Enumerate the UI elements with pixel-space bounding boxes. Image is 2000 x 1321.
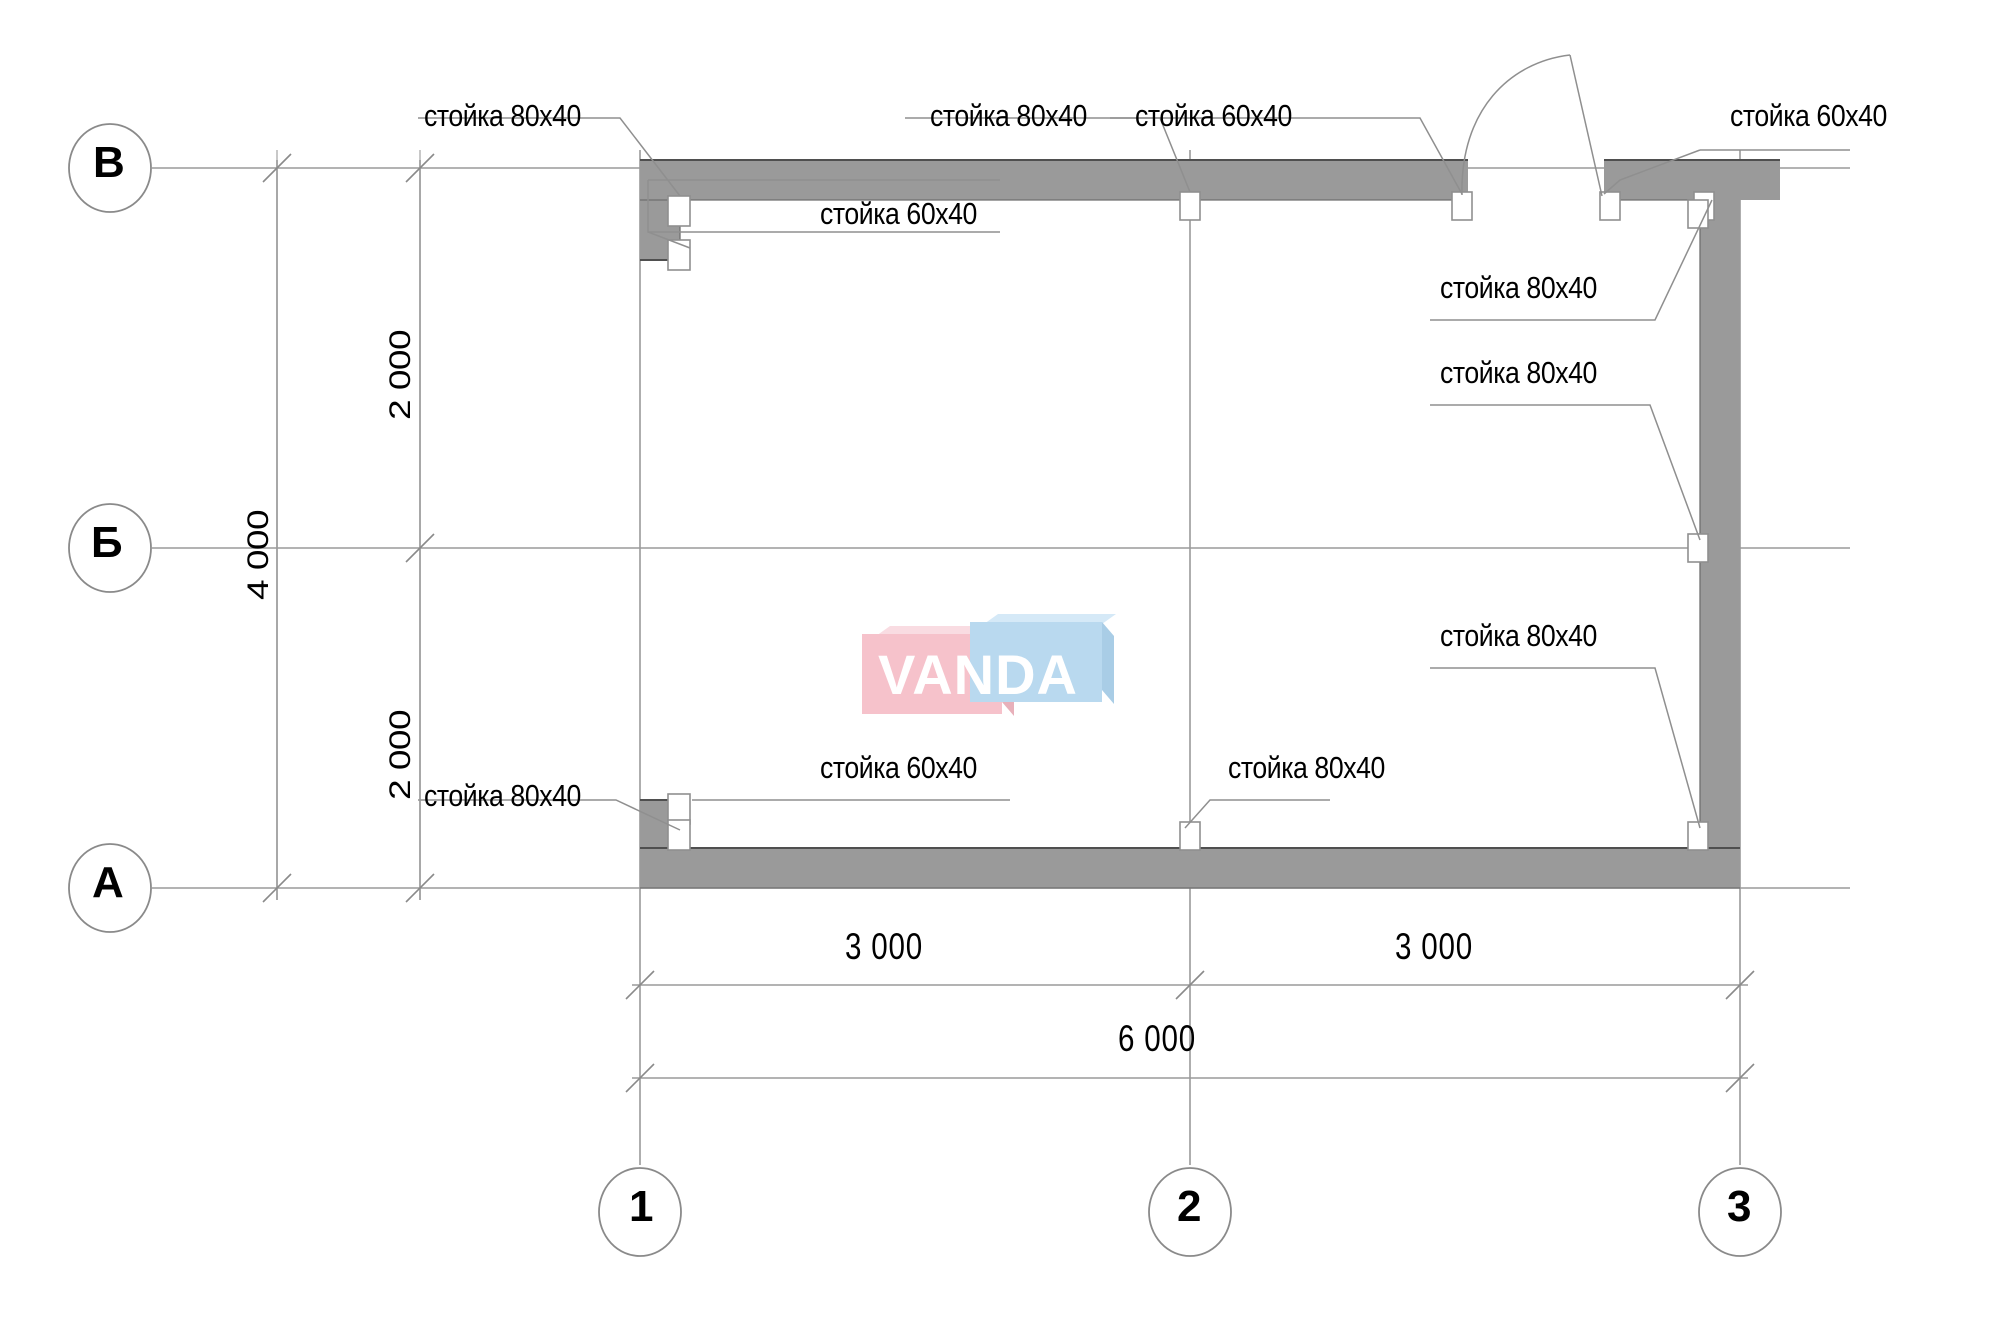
note-post-2: стойка 80x40: [930, 98, 1087, 133]
dimension-horizontal-left: 3 000: [845, 926, 924, 967]
note-post-8: стойка 80x40: [1440, 355, 1597, 390]
watermark-blue-box: [970, 622, 1102, 702]
dimension-vertical-upper: 2 000: [383, 329, 417, 420]
grid-bubble-label-2[interactable]: 2: [1177, 1182, 1201, 1231]
grid-bubble-label-a[interactable]: А: [92, 858, 124, 907]
post-markers: [667, 191, 1715, 851]
note-post-4: стойка 60x40: [1730, 98, 1887, 133]
note-post-12: стойка 80x40: [1228, 750, 1385, 785]
watermark-pink-top: [876, 626, 1016, 636]
grid-bubble-label-3[interactable]: 3: [1727, 1182, 1751, 1231]
watermark-text: VANDA: [878, 643, 1078, 706]
dimension-vertical-total: 4 000: [241, 509, 275, 600]
note-post-7: стойка 80x40: [1440, 270, 1597, 305]
door-swing: [1461, 54, 1603, 197]
note-post-11: стойка 60x40: [820, 750, 977, 785]
dimension-horizontal-right: 3 000: [1395, 926, 1474, 967]
note-post-9: стойка 80x40: [1440, 618, 1597, 653]
grid-bubble-label-1[interactable]: 1: [629, 1182, 653, 1231]
grid-bubbles: [68, 123, 1782, 1257]
dimension-horizontal-total: 6 000: [1118, 1018, 1197, 1059]
leader-lines: [418, 117, 1850, 831]
note-post-10: стойка 80x40: [424, 778, 581, 813]
watermark-vanda: VANDA: [862, 612, 1110, 717]
dimension-lines: [262, 153, 1755, 1093]
note-post-5: стойка 60x40: [820, 196, 977, 231]
note-post-1: стойка 80x40: [424, 98, 581, 133]
note-post-3: стойка 60x40: [1135, 98, 1292, 133]
grid-bubble-label-v[interactable]: В: [93, 138, 125, 187]
grid-bubble-label-b[interactable]: Б: [91, 518, 123, 567]
watermark-blue-side: [1102, 622, 1114, 704]
dimension-vertical-lower: 2 000: [383, 709, 417, 800]
watermark-blue-top: [984, 614, 1116, 624]
walls: [640, 159, 1780, 889]
